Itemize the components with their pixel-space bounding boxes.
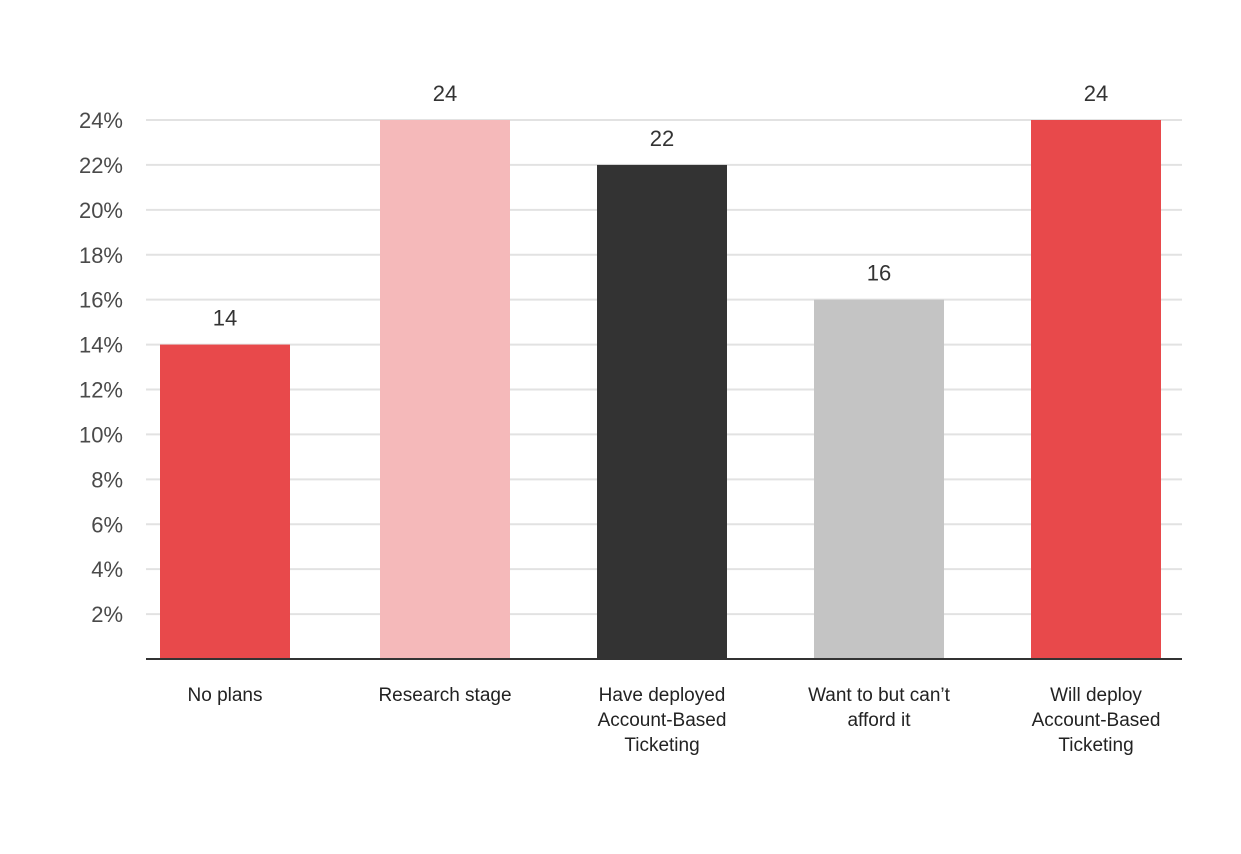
data-label: 24: [1084, 81, 1108, 106]
x-category-label-line: Research stage: [378, 685, 511, 706]
y-tick-label: 24%: [79, 108, 123, 133]
y-axis-tick-labels: 2% 4% 6% 8% 10% 12% 14% 16% 18% 20% 22% 24%: [79, 108, 123, 627]
x-category-label-line: Want to but can’t: [808, 685, 951, 706]
x-axis-category-labels: No plans Research stage Have deployed Accou…: [188, 685, 1161, 756]
y-tick-label: 16%: [79, 288, 123, 313]
x-category-label-3: Want to but can’t afford it: [808, 685, 951, 731]
x-category-label-4: Will deploy Account-Based Ticketing: [1032, 685, 1161, 756]
bar-1: [380, 120, 510, 659]
y-tick-label: 4%: [91, 557, 123, 582]
data-label: 16: [867, 261, 891, 286]
bar-4: [1031, 120, 1161, 659]
x-category-label-line: Ticketing: [624, 735, 699, 756]
data-label: 24: [433, 81, 457, 106]
y-tick-label: 22%: [79, 153, 123, 178]
x-category-label-line: Will deploy: [1050, 685, 1142, 706]
bar-0: [160, 344, 290, 659]
y-tick-label: 2%: [91, 602, 123, 627]
x-category-label-line: Have deployed: [599, 685, 726, 706]
y-tick-label: 8%: [91, 467, 123, 492]
x-category-label-1: Research stage: [378, 685, 511, 706]
y-tick-label: 18%: [79, 243, 123, 268]
bar-3: [814, 299, 944, 659]
y-tick-label: 14%: [79, 333, 123, 358]
x-category-label-line: Account-Based: [1032, 710, 1161, 731]
y-tick-label: 10%: [79, 422, 123, 447]
y-tick-label: 6%: [91, 512, 123, 537]
bars: [160, 120, 1161, 659]
x-category-label-2: Have deployed Account-Based Ticketing: [598, 685, 727, 756]
data-labels: 14 24 22 16 24: [213, 81, 1108, 331]
y-tick-label: 20%: [79, 198, 123, 223]
y-tick-label: 12%: [79, 378, 123, 403]
x-category-label-0: No plans: [188, 685, 263, 706]
bar-2: [597, 164, 727, 659]
x-category-label-line: Ticketing: [1058, 735, 1133, 756]
x-category-label-line: afford it: [847, 710, 911, 731]
data-label: 22: [650, 126, 674, 151]
data-label: 14: [213, 306, 237, 331]
x-category-label-line: No plans: [188, 685, 263, 706]
x-category-label-line: Account-Based: [598, 710, 727, 731]
